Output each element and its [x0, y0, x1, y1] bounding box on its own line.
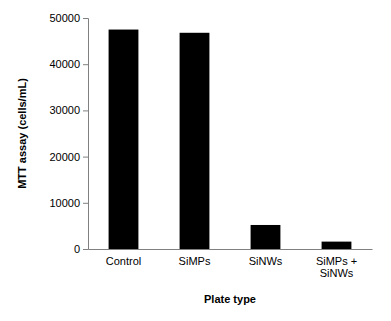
x-axis: Control SiMPs SiNWs SiMPs +SiNWs	[89, 249, 373, 279]
y-tick-mark	[83, 64, 88, 65]
bar	[251, 225, 281, 249]
plot: 0 10000 20000 30000 40000 50000 Control SiMPs Si…	[49, 12, 372, 279]
x-tick: SiNWs	[249, 249, 283, 267]
y-tick: 0	[74, 243, 88, 255]
y-axis-line	[83, 19, 89, 250]
x-tick: SiMPs +SiNWs	[316, 249, 357, 279]
y-tick-mark	[83, 249, 88, 250]
bars	[109, 30, 352, 249]
y-axis: 0 10000 20000 30000 40000 50000	[49, 12, 88, 255]
y-axis-title: MTT assay (cells/mL)	[16, 78, 28, 189]
x-tick-label: SiNWs	[249, 255, 283, 267]
y-tick-label: 40000	[49, 58, 80, 70]
chart: 0 10000 20000 30000 40000 50000 Control SiMPs Si…	[0, 0, 391, 321]
y-tick-mark	[83, 157, 88, 158]
bar	[322, 242, 352, 249]
bar	[180, 33, 210, 249]
x-tick: Control	[106, 249, 141, 267]
x-axis-line	[89, 249, 373, 250]
y-tick-mark	[83, 203, 88, 204]
y-tick-label: 50000	[49, 12, 80, 24]
y-tick-mark	[83, 110, 88, 111]
x-tick-label: SiMPs	[179, 255, 211, 267]
y-tick-label: 10000	[49, 197, 80, 209]
x-tick-label: Control	[106, 255, 141, 267]
y-tick: 50000	[49, 12, 88, 24]
y-tick: 10000	[49, 197, 88, 209]
x-tick: SiMPs	[179, 249, 211, 267]
y-tick: 40000	[49, 58, 88, 70]
y-tick-label: 20000	[49, 151, 80, 163]
y-tick-mark	[83, 18, 88, 19]
x-axis-title: Plate type	[204, 293, 256, 305]
y-tick-label: 30000	[49, 104, 80, 116]
x-tick-label: SiMPs +SiNWs	[316, 255, 357, 280]
y-tick-label: 0	[74, 243, 80, 255]
y-tick: 30000	[49, 104, 88, 116]
bar	[109, 30, 139, 249]
y-tick: 20000	[49, 151, 88, 163]
